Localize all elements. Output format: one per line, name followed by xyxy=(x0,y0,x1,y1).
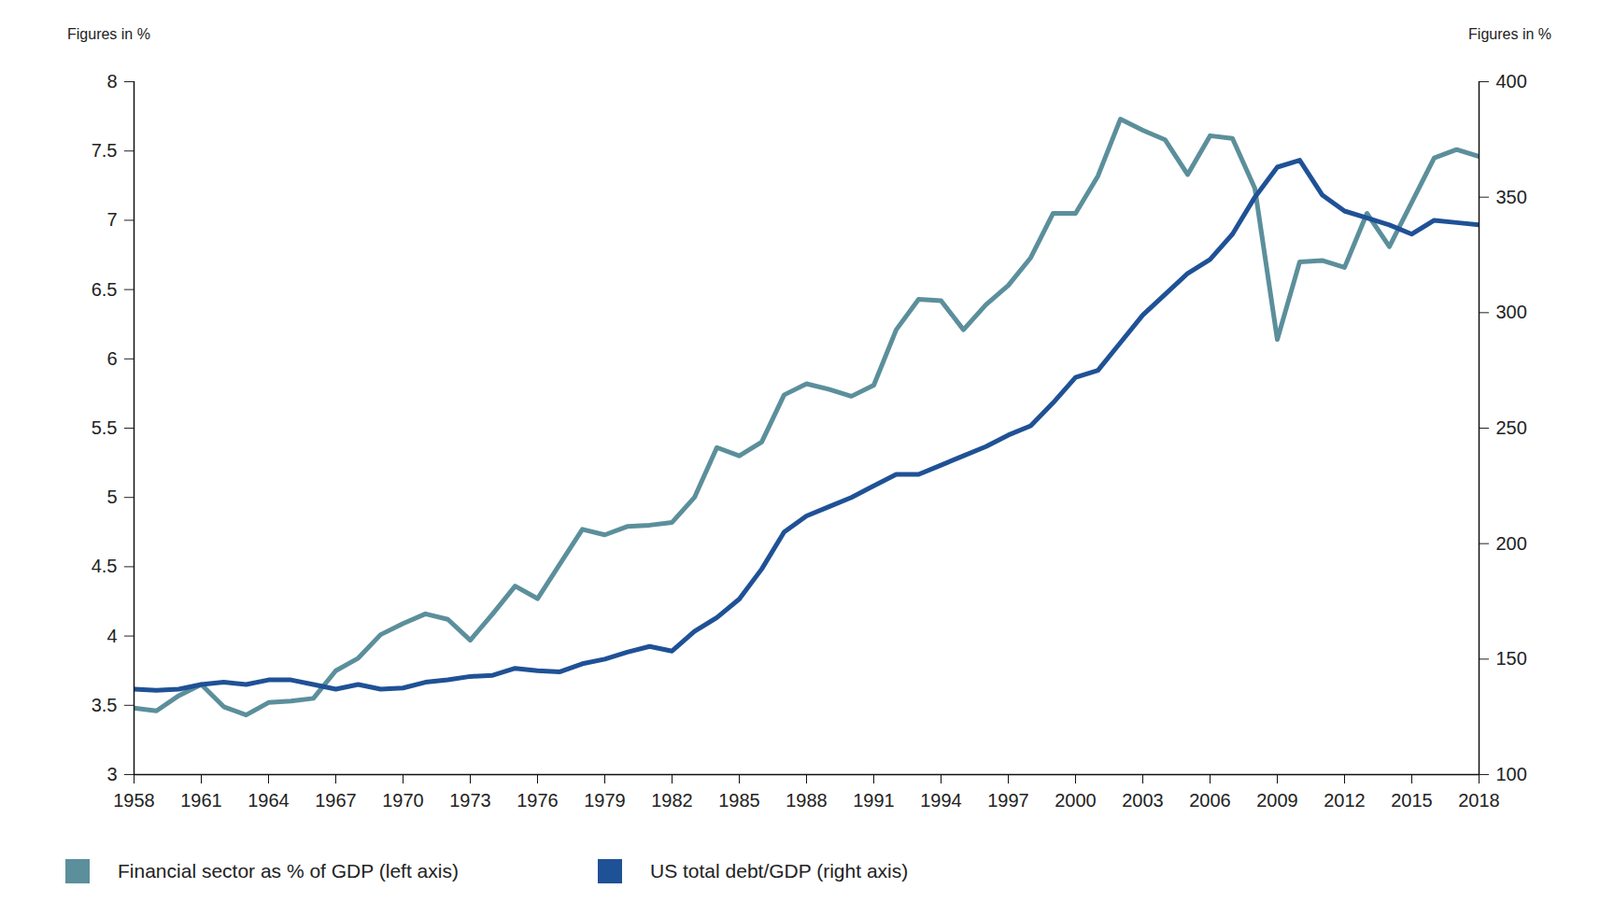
svg-text:2000: 2000 xyxy=(1054,790,1097,811)
svg-text:1967: 1967 xyxy=(314,790,357,811)
svg-text:1994: 1994 xyxy=(920,790,963,811)
svg-text:4.5: 4.5 xyxy=(91,555,118,577)
svg-text:2015: 2015 xyxy=(1390,790,1433,811)
svg-text:1988: 1988 xyxy=(785,790,828,811)
svg-text:1979: 1979 xyxy=(583,790,626,811)
svg-text:350: 350 xyxy=(1496,186,1528,208)
svg-text:3.5: 3.5 xyxy=(91,694,118,716)
svg-text:7: 7 xyxy=(106,209,117,230)
html-text:Figures in %: Figures in % xyxy=(67,26,151,43)
svg-text:100: 100 xyxy=(1496,764,1528,785)
svg-text:1973: 1973 xyxy=(449,790,492,811)
svg-text:400: 400 xyxy=(1496,70,1528,92)
svg-text:5: 5 xyxy=(106,486,117,508)
svg-text:150: 150 xyxy=(1496,648,1528,669)
svg-text:1991: 1991 xyxy=(852,790,895,811)
svg-text:1997: 1997 xyxy=(987,790,1030,811)
svg-text:8: 8 xyxy=(106,70,117,92)
html-text:US total debt/GDP (right axis): US total debt/GDP (right axis) xyxy=(650,860,909,882)
svg-text:3: 3 xyxy=(106,764,117,785)
svg-text:1970: 1970 xyxy=(382,790,425,811)
svg-text:2012: 2012 xyxy=(1323,790,1366,811)
svg-text:6: 6 xyxy=(106,348,117,369)
html-text:Financial sector as % of GDP (: Financial sector as % of GDP (left axis) xyxy=(117,860,459,882)
svg-text:1985: 1985 xyxy=(718,790,761,811)
svg-text:1964: 1964 xyxy=(247,790,290,811)
svg-text:200: 200 xyxy=(1496,533,1528,554)
svg-text:2018: 2018 xyxy=(1458,790,1501,811)
svg-text:1958: 1958 xyxy=(113,790,156,811)
svg-text:2009: 2009 xyxy=(1256,790,1299,811)
svg-text:6.5: 6.5 xyxy=(91,279,118,300)
svg-text:2006: 2006 xyxy=(1189,790,1232,811)
svg-text:4: 4 xyxy=(106,625,117,647)
svg-text:1976: 1976 xyxy=(516,790,559,811)
svg-text:2003: 2003 xyxy=(1121,790,1164,811)
svg-text:250: 250 xyxy=(1496,417,1528,439)
svg-text:1982: 1982 xyxy=(651,790,694,811)
html-text:Figures in %: Figures in % xyxy=(1468,26,1552,43)
svg-text:1961: 1961 xyxy=(180,790,223,811)
svg-text:5.5: 5.5 xyxy=(91,417,118,439)
svg-text:7.5: 7.5 xyxy=(91,140,118,161)
svg-text:300: 300 xyxy=(1496,301,1528,323)
